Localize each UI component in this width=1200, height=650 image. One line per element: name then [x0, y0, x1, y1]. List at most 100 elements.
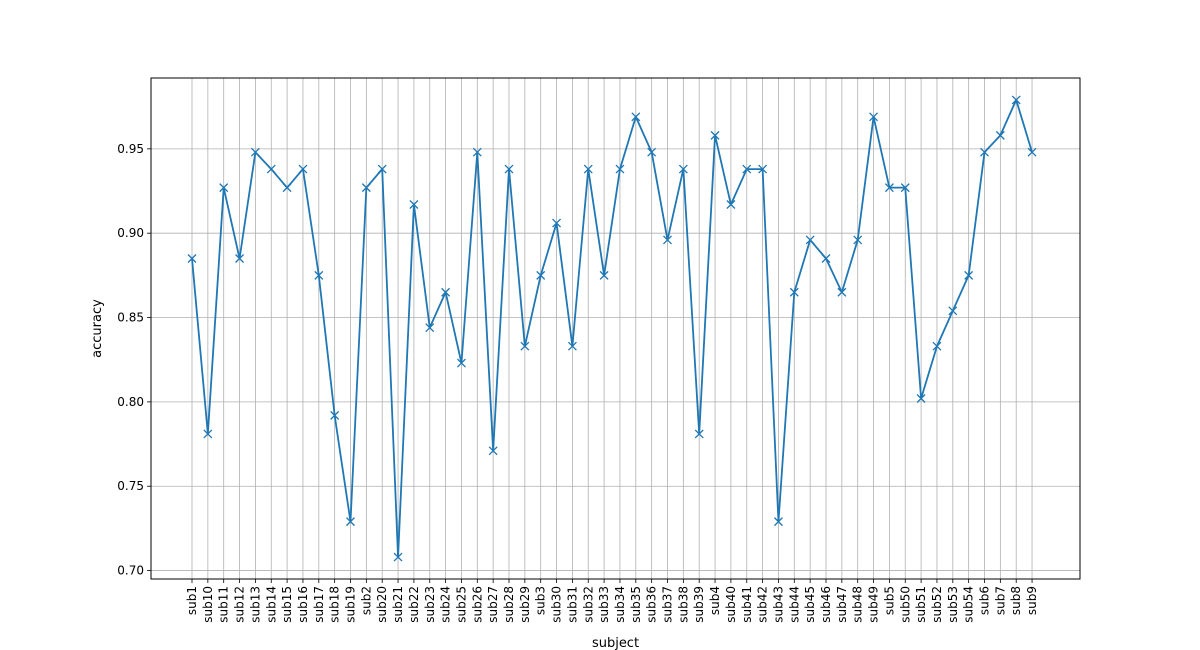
- x-tick-label: sub22: [407, 586, 421, 623]
- x-tick-label: sub15: [280, 586, 294, 623]
- data-point-marker: [884, 183, 894, 193]
- x-tick-label: sub5: [882, 586, 896, 615]
- data-point-marker: [203, 429, 213, 439]
- data-point-marker: [821, 254, 831, 263]
- y-tick-label: 0.90: [117, 226, 144, 240]
- x-tick-label: sub34: [613, 586, 627, 623]
- x-tick-label: sub26: [470, 586, 484, 623]
- x-tick-label: sub16: [296, 586, 310, 623]
- data-point-marker: [235, 254, 245, 263]
- data-point-marker: [441, 287, 451, 297]
- data-point-marker: [425, 323, 435, 333]
- x-tick-label: sub30: [550, 586, 564, 623]
- x-tick-label: sub31: [565, 586, 579, 623]
- data-point-marker: [869, 112, 879, 122]
- data-point-marker: [948, 306, 958, 316]
- x-tick-label: sub28: [502, 586, 516, 623]
- y-axis-ticks: 0.70 0.75 0.80 0.85 0.90 0.95: [117, 142, 151, 578]
- y-tick-label: 0.85: [117, 311, 144, 325]
- data-point-marker: [789, 287, 799, 297]
- x-tick-label: sub25: [454, 586, 468, 623]
- data-point-marker: [980, 147, 989, 157]
- x-tick-label: sub41: [740, 586, 754, 623]
- data-point-marker: [647, 147, 657, 157]
- x-tick-label: sub23: [423, 586, 437, 623]
- y-tick-label: 0.95: [117, 142, 144, 156]
- x-tick-label: sub43: [771, 586, 785, 623]
- x-tick-label: sub38: [676, 586, 690, 623]
- x-tick-label: sub32: [581, 586, 595, 623]
- data-point-marker: [520, 341, 530, 351]
- data-point-marker: [615, 164, 625, 174]
- x-tick-label: sub29: [518, 586, 532, 623]
- x-tick-label: sub50: [898, 586, 912, 623]
- y-tick-label: 0.75: [117, 479, 144, 493]
- x-tick-label: sub40: [724, 586, 738, 623]
- x-tick-label: sub1: [185, 586, 199, 615]
- data-point-marker: [742, 164, 752, 174]
- data-point-marker: [472, 147, 482, 157]
- data-point-marker: [1011, 95, 1021, 105]
- data-point-marker: [250, 147, 260, 157]
- x-tick-label: sub9: [1025, 586, 1039, 615]
- x-tick-label: sub39: [692, 586, 706, 623]
- x-tick-label: sub46: [819, 586, 833, 623]
- x-tick-label: sub10: [201, 586, 215, 623]
- data-point-marker: [330, 410, 340, 420]
- data-point-marker: [219, 183, 229, 193]
- data-point-marker: [583, 164, 593, 174]
- data-point-marker: [346, 517, 355, 527]
- data-point-marker: [187, 254, 197, 263]
- x-tick-label: sub35: [629, 586, 643, 623]
- data-point-marker: [837, 287, 847, 297]
- x-tick-label: sub24: [439, 586, 453, 623]
- data-point-marker: [964, 270, 974, 280]
- x-tick-label: sub52: [930, 586, 944, 623]
- data-point-marker: [710, 130, 720, 140]
- plot-frame: [150, 77, 1081, 580]
- x-tick-label: sub11: [217, 586, 231, 623]
- x-tick-label: sub36: [645, 586, 659, 623]
- data-point-marker: [567, 341, 577, 351]
- x-tick-label: sub42: [756, 586, 770, 623]
- x-tick-label: sub8: [1009, 586, 1023, 615]
- data-point-marker: [504, 164, 514, 174]
- data-point-marker: [932, 341, 942, 351]
- data-point-marker: [599, 270, 609, 280]
- data-point-marker: [805, 235, 815, 245]
- x-tick-label: sub18: [328, 586, 342, 623]
- grid-lines: [151, 78, 1080, 579]
- x-tick-label: sub33: [597, 586, 611, 623]
- data-point-marker: [663, 235, 672, 245]
- x-tick-label: sub44: [787, 586, 801, 623]
- x-tick-label: sub14: [264, 586, 278, 623]
- data-point-marker: [456, 358, 466, 368]
- data-point-marker: [361, 183, 371, 193]
- data-point-marker: [995, 130, 1005, 140]
- x-tick-label: sub27: [486, 586, 500, 623]
- data-point-marker: [377, 164, 387, 174]
- x-tick-label: sub53: [946, 586, 960, 623]
- data-point-marker: [773, 517, 783, 527]
- x-tick-label: sub12: [233, 586, 247, 623]
- x-tick-label: sub37: [661, 586, 675, 623]
- data-point-marker: [552, 218, 562, 228]
- data-point-marker: [678, 164, 688, 174]
- x-axis-label: subject: [592, 636, 639, 650]
- data-point-marker: [853, 235, 863, 245]
- data-point-marker: [488, 446, 498, 456]
- x-tick-label: sub6: [978, 586, 992, 615]
- data-point-marker: [900, 183, 910, 193]
- x-tick-label: sub3: [534, 586, 548, 615]
- x-tick-label: sub48: [851, 586, 865, 623]
- data-point-marker: [282, 183, 292, 193]
- x-tick-label: sub19: [344, 586, 358, 623]
- data-point-marker: [536, 270, 546, 280]
- x-tick-label: sub13: [248, 586, 262, 623]
- x-tick-label: sub7: [993, 586, 1007, 615]
- data-point-marker: [409, 200, 419, 209]
- data-point-marker: [916, 394, 926, 403]
- data-point-marker: [726, 200, 736, 209]
